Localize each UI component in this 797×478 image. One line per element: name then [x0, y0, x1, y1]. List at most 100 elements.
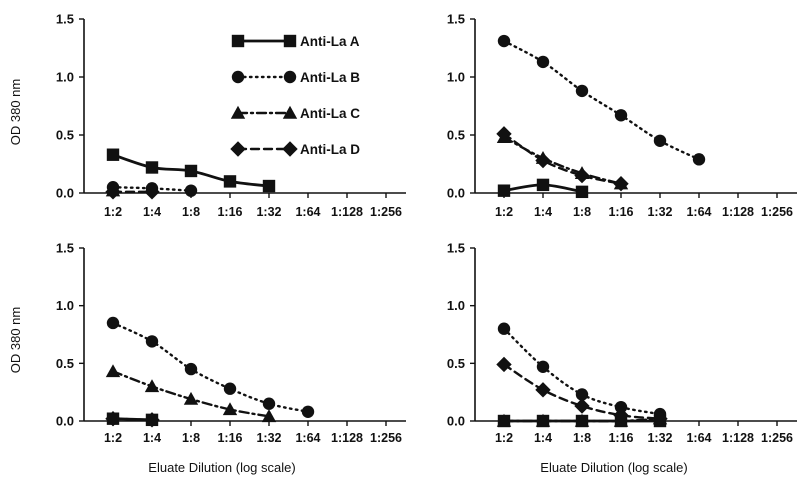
data-point-square [536, 178, 550, 192]
series-line [111, 321, 310, 413]
data-point-circle [536, 360, 550, 373]
x-tick-label: 1:256 [761, 431, 793, 445]
data-point-circle [614, 400, 628, 414]
data-point-circle [184, 362, 198, 376]
x-tick-label: 1:16 [217, 431, 242, 445]
x-tick-label: 1:2 [104, 205, 122, 219]
x-axis-title-right: Eluate Dilution (log scale) [540, 460, 687, 475]
data-point-diamond [613, 407, 629, 423]
series-square [497, 178, 589, 199]
data-point-circle [497, 322, 511, 335]
data-point-square [575, 185, 589, 199]
x-tick-label: 1:8 [573, 205, 591, 219]
x-tick-label: 1:32 [647, 431, 672, 445]
data-point-triangle [222, 402, 238, 416]
data-point-triangle [496, 413, 512, 427]
series-triangle [105, 364, 277, 423]
series-diamond [496, 356, 668, 427]
series-circle [106, 316, 315, 418]
series-diamond [105, 410, 160, 428]
data-point-triangle [574, 413, 590, 427]
data-point-circle [614, 109, 628, 122]
series-diamond [105, 184, 160, 200]
y-tick-label: 0.0 [447, 186, 465, 201]
x-tick-label: 1:4 [143, 431, 161, 445]
legend-item: Anti-La A [231, 34, 360, 49]
x-axis-title-left: Eluate Dilution (log scale) [148, 460, 295, 475]
legend-item: Anti-La C [230, 105, 360, 121]
x-tick-label: 1:16 [608, 205, 633, 219]
legend-label: Anti-La C [300, 106, 360, 121]
data-point-square [223, 175, 237, 188]
x-tick-label: 1:128 [331, 205, 363, 219]
data-point-diamond [535, 382, 551, 398]
legend-marker-circle [231, 70, 245, 84]
y-tick-label: 1.5 [447, 241, 465, 256]
data-point-diamond [144, 184, 160, 200]
x-tick-label: 1:16 [217, 205, 242, 219]
y-tick-label: 0.5 [56, 128, 74, 143]
legend-label: Anti-La A [300, 34, 360, 49]
chart-panel-top-left: 0.0 0.5 1.0 1.5 1:2 1:4 1:8 1:16 1:32 1:64 1:128 1:… [56, 12, 406, 219]
x-tick-label: 1:64 [686, 431, 711, 445]
data-point-diamond [105, 410, 121, 427]
legend-marker-square [283, 34, 297, 48]
x-tick-label: 1:2 [495, 205, 513, 219]
series-line [502, 39, 701, 161]
data-point-triangle [535, 413, 551, 427]
x-tick-label: 1:16 [608, 431, 633, 445]
x-tick-label: 1:8 [182, 205, 200, 219]
legend-item: Anti-La D [230, 141, 360, 157]
x-tick-label: 1:128 [722, 431, 754, 445]
data-point-diamond [144, 412, 160, 428]
y-axis-title-bottom: OD 380 nm [8, 307, 23, 373]
x-tick-label: 1:4 [143, 205, 161, 219]
x-tick-label: 1:128 [331, 431, 363, 445]
data-point-diamond [496, 126, 512, 142]
legend-marker-square [231, 34, 245, 48]
x-tick-label: 1:256 [370, 205, 402, 219]
data-point-circle [145, 335, 159, 348]
chart-panel-bottom-left: 0.0 0.5 1.0 1.5 1:2 1:4 1:8 1:16 1:32 1:64 1:128 1:… [56, 241, 406, 445]
data-point-circle [262, 397, 276, 410]
data-point-triangle [183, 391, 199, 405]
legend-marker-triangle [230, 105, 246, 119]
x-tick-label: 1:8 [182, 431, 200, 445]
y-tick-label: 1.0 [447, 298, 465, 313]
y-tick-label: 1.5 [447, 12, 465, 27]
series-diamond [496, 126, 629, 192]
data-point-diamond [613, 176, 629, 192]
legend-marker-triangle [282, 105, 298, 119]
x-tick-label: 1:256 [761, 205, 793, 219]
y-tick-label: 0.5 [447, 356, 465, 371]
y-tick-label: 0.0 [447, 414, 465, 429]
x-tick-label: 1:8 [573, 431, 591, 445]
legend-label: Anti-La B [300, 70, 360, 85]
legend-marker-diamond [230, 141, 246, 157]
legend-label: Anti-La D [300, 142, 360, 157]
y-axis-title-top: OD 380 nm [8, 79, 23, 145]
y-tick-label: 0.5 [56, 356, 74, 371]
data-point-circle [106, 316, 120, 330]
y-tick-label: 0.0 [56, 186, 74, 201]
series-line [502, 132, 623, 185]
data-point-diamond [574, 398, 590, 414]
series-triangle [496, 130, 629, 190]
y-tick-label: 1.0 [447, 70, 465, 85]
y-tick-label: 0.5 [447, 128, 465, 143]
y-tick-label: 1.0 [56, 298, 74, 313]
data-point-circle [575, 388, 589, 401]
data-point-circle [497, 34, 511, 48]
data-point-diamond [574, 167, 590, 184]
x-tick-label: 1:256 [370, 431, 402, 445]
legend-marker-diamond [282, 141, 298, 157]
x-tick-label: 1:32 [647, 205, 672, 219]
x-tick-label: 1:2 [495, 431, 513, 445]
x-tick-label: 1:32 [256, 431, 281, 445]
data-point-circle [653, 134, 667, 147]
x-tick-label: 1:32 [256, 205, 281, 219]
data-point-square [262, 179, 276, 193]
legend: Anti-La A Anti-La B Anti-La C Anti-La D [230, 34, 360, 157]
series-circle [497, 34, 706, 166]
